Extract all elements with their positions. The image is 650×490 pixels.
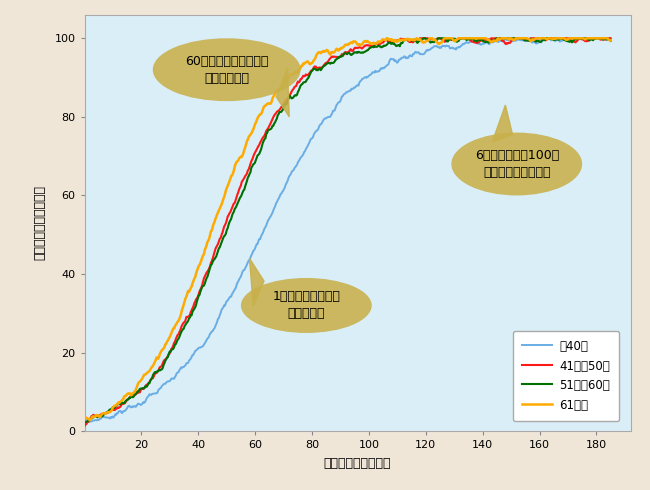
51歳～60歳 — [433, 37, 441, 43]
41歳～50歳 — [416, 35, 424, 41]
61歳～ — [606, 38, 614, 44]
61歳～ — [478, 35, 486, 41]
61歳～ — [175, 318, 183, 324]
41歳～50歳 — [216, 236, 224, 242]
～40歳 — [175, 369, 183, 375]
～40歳 — [320, 117, 328, 123]
～40歳 — [391, 57, 399, 63]
Legend: ～40歳, 41歳～50歳, 51歳～60歳, 61歳～: ～40歳, 41歳～50歳, 51歳～60歳, 61歳～ — [513, 331, 619, 421]
Line: 41歳～50歳: 41歳～50歳 — [84, 38, 610, 426]
61歳～ — [216, 204, 224, 210]
41歳～50歳 — [81, 423, 88, 429]
Ellipse shape — [241, 278, 372, 333]
～40歳 — [606, 35, 614, 41]
Y-axis label: 患者様の満足度（％）: 患者様の満足度（％） — [33, 185, 46, 261]
51歳～60歳 — [420, 35, 428, 41]
41歳～50歳 — [174, 332, 181, 338]
Line: ～40歳: ～40歳 — [84, 38, 610, 422]
X-axis label: 術後の経過（日数）: 術後の経過（日数） — [324, 457, 391, 470]
51歳～60歳 — [318, 65, 326, 71]
61歳～ — [81, 415, 88, 421]
Line: 61歳～: 61歳～ — [84, 38, 610, 420]
Ellipse shape — [451, 133, 582, 196]
～40歳 — [216, 310, 224, 316]
61歳～ — [383, 35, 391, 41]
～40歳 — [478, 42, 486, 48]
41歳～50歳 — [318, 64, 326, 70]
Polygon shape — [276, 68, 289, 117]
51歳～60歳 — [174, 337, 181, 343]
61歳～ — [434, 40, 441, 46]
61歳～ — [393, 38, 400, 44]
51歳～60歳 — [606, 38, 614, 44]
Polygon shape — [492, 105, 513, 142]
61歳～ — [320, 48, 328, 54]
～40歳 — [541, 35, 549, 41]
Text: 6ヵ月後には、100％
に近い満足度を獲得: 6ヵ月後には、100％ に近い満足度を獲得 — [474, 149, 559, 179]
～40歳 — [433, 43, 441, 49]
51歳～60歳 — [391, 41, 398, 47]
51歳～60歳 — [81, 419, 88, 425]
Ellipse shape — [153, 38, 300, 101]
～40歳 — [85, 419, 93, 425]
Polygon shape — [250, 258, 264, 306]
～40歳 — [81, 416, 88, 422]
Text: 60歳以上の方にも高い
満足度を獲得: 60歳以上の方にも高い 満足度を獲得 — [185, 55, 268, 85]
51歳～60歳 — [478, 36, 486, 42]
Line: 51歳～60歳: 51歳～60歳 — [84, 38, 610, 422]
41歳～50歳 — [433, 37, 441, 43]
41歳～50歳 — [478, 38, 486, 44]
41歳～50歳 — [391, 38, 398, 44]
41歳～50歳 — [606, 35, 614, 41]
51歳～60歳 — [216, 245, 224, 250]
61歳～ — [86, 417, 94, 423]
Text: 1ヶ月以降から効果
実感が高い: 1ヶ月以降から効果 実感が高い — [272, 291, 340, 320]
